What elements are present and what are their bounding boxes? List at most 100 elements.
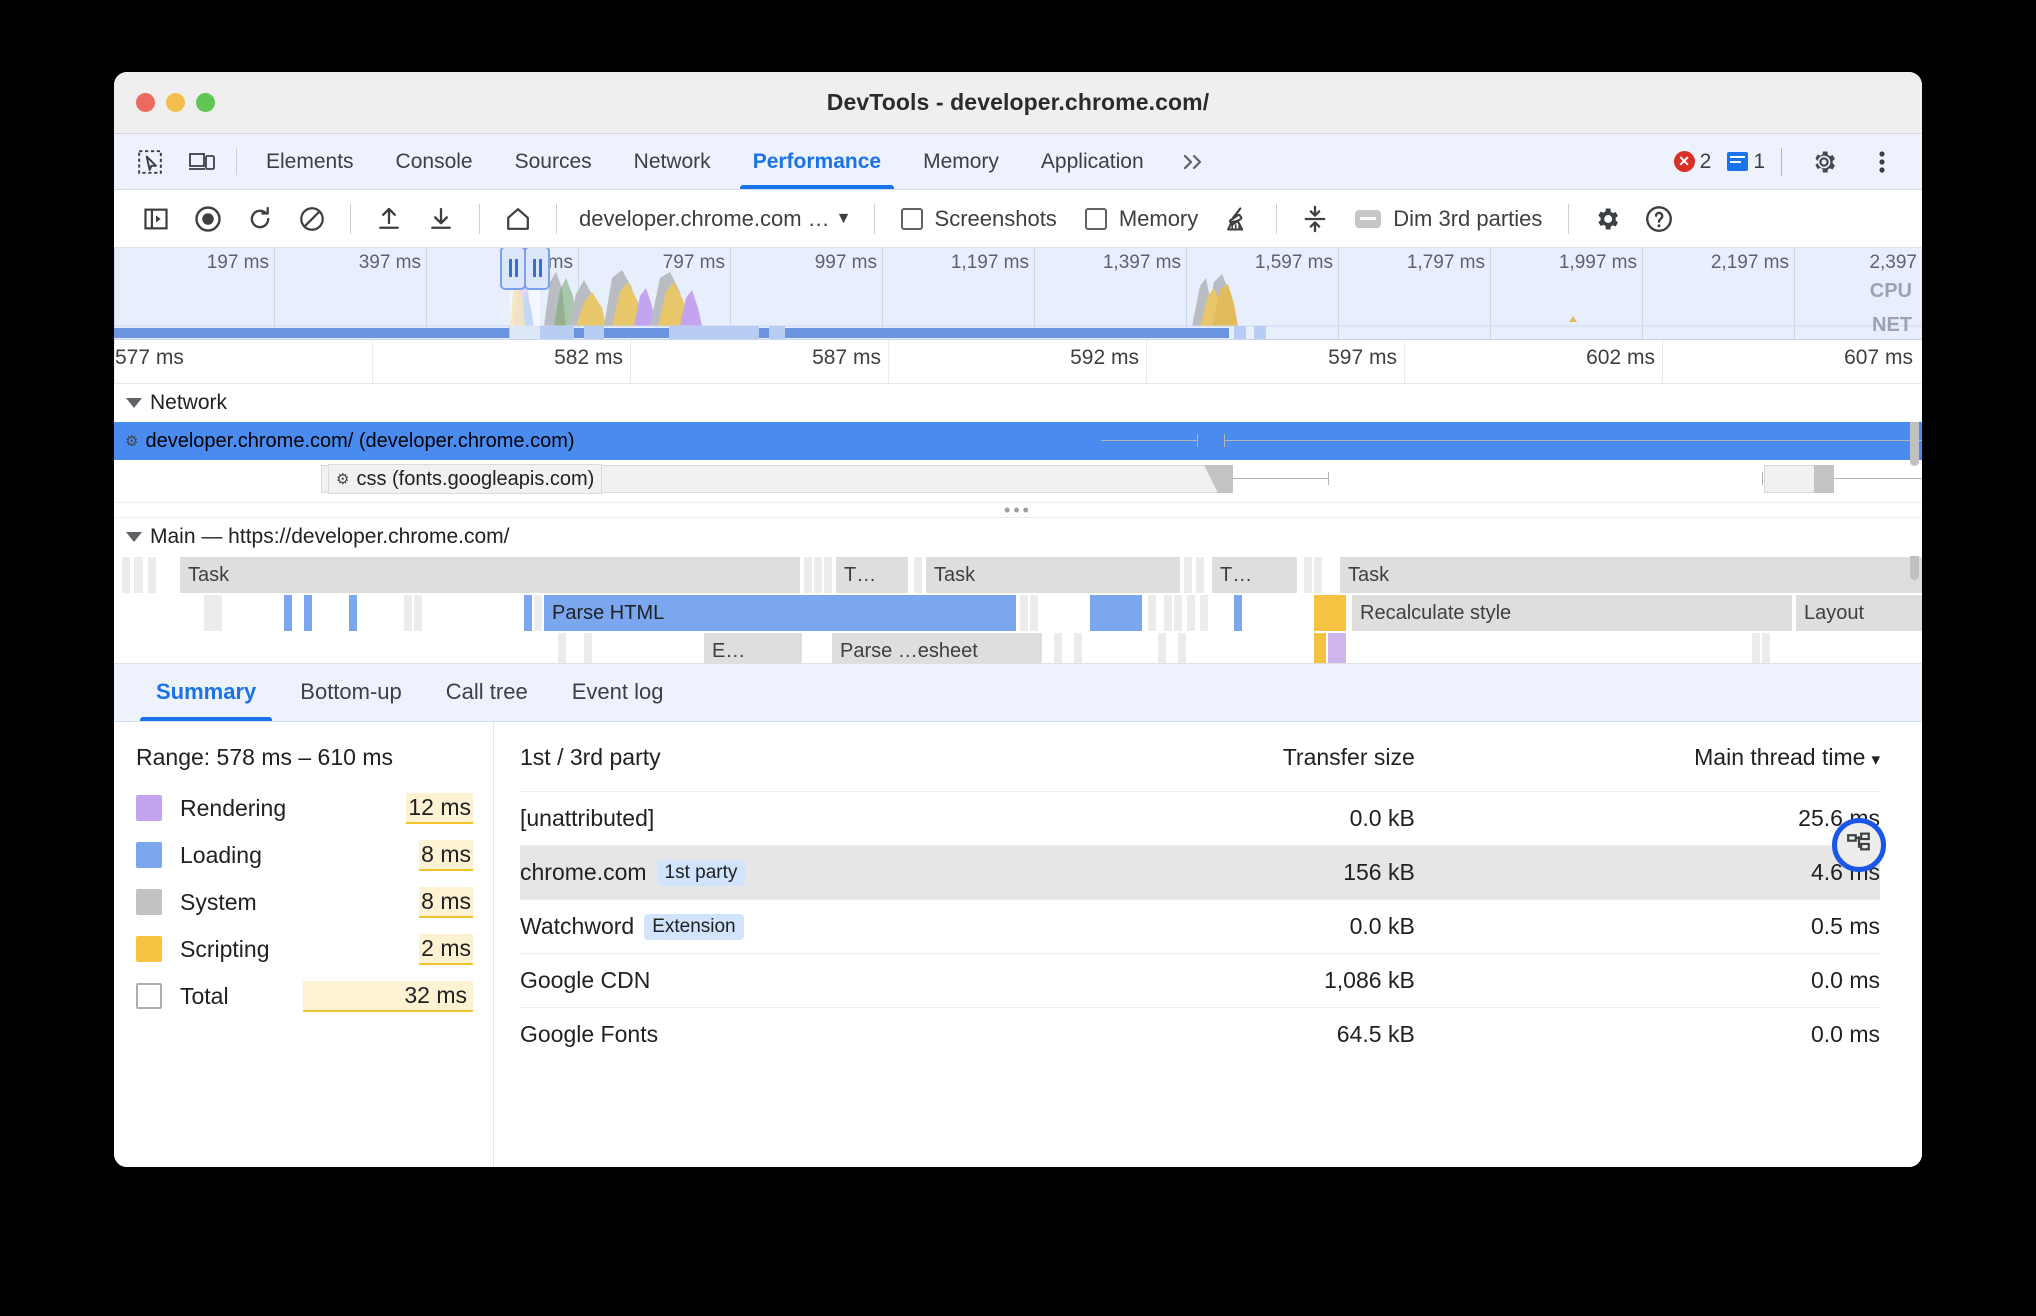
network-request-row[interactable]: ⚙ css2 (fonts.googleapis.com) — [114, 498, 1922, 502]
flame-parse-html[interactable]: Parse HTML — [544, 595, 1016, 631]
tab-memory[interactable]: Memory — [902, 134, 1020, 189]
selection-handle-right[interactable] — [524, 248, 550, 290]
close-window-button[interactable] — [136, 93, 155, 112]
toggle-sidebar-icon[interactable] — [130, 199, 182, 239]
main-group-header[interactable]: Main — https://developer.chrome.com/ — [114, 518, 1922, 556]
screenshots-label: Screenshots — [934, 205, 1057, 231]
memory-checkbox[interactable]: Memory — [1071, 206, 1212, 232]
gear-icon[interactable] — [1581, 199, 1633, 239]
error-count: 2 — [1699, 149, 1712, 173]
table-row[interactable]: Watchword Extension 0.0 kB 0.5 ms — [520, 898, 1880, 953]
error-counter[interactable]: ✕ 2 — [1673, 149, 1712, 174]
flame-event[interactable]: E… — [704, 633, 802, 663]
collapse-arrows-icon[interactable] — [1289, 199, 1341, 239]
timeline-overview[interactable]: 197 ms 397 ms 597 ms 797 ms 997 ms 1,197… — [114, 248, 1922, 340]
legend-row-rendering[interactable]: Rendering 12 ms — [136, 785, 493, 832]
record-icon[interactable] — [182, 199, 234, 239]
party-name: chrome.com 1st party — [520, 844, 1085, 899]
category-legend: Range: 578 ms – 610 ms Rendering 12 ms L… — [114, 721, 494, 1167]
network-request-row[interactable]: ⚙ css (fonts.googleapis.com) — [114, 460, 1922, 498]
table-row[interactable]: Google Fonts 64.5 kB 0.0 ms — [520, 1006, 1880, 1061]
tab-application[interactable]: Application — [1020, 134, 1165, 189]
tab-performance[interactable]: Performance — [732, 134, 902, 189]
device-toolbar-icon[interactable] — [176, 134, 228, 189]
legend-value: 2 ms — [419, 933, 473, 965]
tab-label: Bottom-up — [300, 679, 402, 704]
table-row[interactable]: [unattributed] 0.0 kB 25.6 ms — [520, 790, 1880, 845]
overview-tick: 1,397 ms — [1102, 252, 1181, 273]
main-thread-track[interactable]: Main — https://developer.chrome.com/ Tas… — [114, 518, 1922, 664]
warning-counter[interactable]: 1 — [1727, 150, 1765, 174]
column-transfer-size[interactable]: Transfer size — [1282, 743, 1415, 770]
flame-task[interactable]: T… — [1212, 557, 1297, 593]
upload-profile-icon[interactable] — [363, 199, 415, 239]
legend-row-loading[interactable]: Loading 8 ms — [136, 832, 493, 879]
status-divider — [1781, 147, 1782, 176]
question-mark-icon[interactable] — [1633, 199, 1685, 239]
network-request-row[interactable]: ⚙ developer.chrome.com/ (developer.chrom… — [114, 422, 1922, 460]
table-row[interactable]: Google CDN 1,086 kB 0.0 ms — [520, 952, 1880, 1007]
flame-rendering[interactable] — [1328, 633, 1346, 663]
legend-row-system[interactable]: System 8 ms — [136, 879, 493, 926]
dim-third-parties-toggle[interactable]: Dim 3rd parties — [1341, 206, 1556, 232]
table-row[interactable]: chrome.com 1st party 156 kB 4.6 ms — [520, 844, 1880, 899]
tab-elements[interactable]: Elements — [245, 134, 375, 189]
warning-count: 1 — [1753, 149, 1765, 173]
home-icon[interactable] — [492, 199, 544, 239]
screenshots-checkbox[interactable]: Screenshots — [887, 206, 1071, 232]
tab-sources[interactable]: Sources — [494, 134, 613, 189]
legend-value: 8 ms — [419, 839, 473, 871]
tab-bottom-up[interactable]: Bottom-up — [278, 664, 424, 721]
broom-icon[interactable] — [1212, 199, 1264, 239]
flame-label: E… — [712, 639, 746, 662]
party-name: Google CDN — [520, 952, 1085, 1007]
column-main-thread-time[interactable]: Main thread time ▾ — [1415, 744, 1880, 792]
gear-icon[interactable] — [1798, 148, 1850, 176]
tab-network[interactable]: Network — [613, 134, 732, 189]
reload-and-record-icon[interactable] — [234, 199, 286, 239]
ruler-tick: 582 ms — [554, 346, 623, 369]
ruler-tick: 577 ms — [115, 346, 184, 369]
main-thread-time: 25.6 ms — [1414, 790, 1880, 845]
page-select-dropdown[interactable]: developer.chrome.com … ▼ — [569, 206, 862, 232]
tab-summary[interactable]: Summary — [134, 664, 278, 721]
toolbar-divider — [873, 203, 875, 234]
network-group-header[interactable]: Network — [114, 384, 1922, 422]
tab-console[interactable]: Console — [375, 134, 494, 189]
flame-row: Task T… Task T… Task — [114, 556, 1922, 594]
network-track[interactable]: Network ⚙ developer.chrome.com/ (develop… — [114, 384, 1922, 502]
flame-parse-stylesheet[interactable]: Parse …esheet — [832, 633, 1042, 663]
flame-task[interactable]: Task — [1340, 557, 1922, 593]
flame-scripting[interactable] — [1314, 595, 1346, 631]
kebab-menu-icon[interactable] — [1856, 148, 1908, 176]
legend-row-scripting[interactable]: Scripting 2 ms — [136, 926, 493, 973]
more-tabs-icon[interactable] — [1165, 134, 1223, 189]
column-party[interactable]: 1st / 3rd party — [520, 743, 661, 770]
window-controls[interactable] — [136, 93, 215, 112]
flame-recalculate-style[interactable]: Recalculate style — [1352, 595, 1792, 631]
flame-task[interactable]: Task — [926, 557, 1180, 593]
flame-task[interactable]: Task — [180, 557, 800, 593]
tab-event-log[interactable]: Event log — [550, 664, 686, 721]
loading-swatch — [136, 842, 162, 868]
whisker-cap — [1328, 472, 1329, 485]
track-resizer[interactable]: ••• — [114, 501, 1922, 519]
inspect-element-icon[interactable] — [124, 134, 176, 189]
tab-label: Call tree — [445, 679, 528, 704]
selection-handle-left[interactable] — [500, 248, 526, 290]
clear-icon[interactable] — [286, 199, 338, 239]
flame-layout[interactable]: Layout — [1796, 595, 1922, 631]
flame-parse-html[interactable] — [1090, 595, 1142, 631]
minimize-window-button[interactable] — [166, 93, 185, 112]
download-profile-icon[interactable] — [415, 199, 467, 239]
flame-task[interactable]: T… — [836, 557, 908, 593]
flame-label: Parse HTML — [552, 601, 665, 624]
flame-scripting[interactable] — [1314, 633, 1326, 663]
show-in-network-icon[interactable] — [1832, 817, 1886, 872]
third-party-table-pane: 1st / 3rd party Transfer size Main threa… — [494, 722, 1922, 1168]
maximize-window-button[interactable] — [196, 93, 215, 112]
flame-label: T… — [844, 563, 877, 586]
transfer-size: 156 kB — [1084, 844, 1415, 899]
network-scrollbar[interactable] — [1910, 388, 1919, 466]
tab-call-tree[interactable]: Call tree — [424, 664, 550, 721]
